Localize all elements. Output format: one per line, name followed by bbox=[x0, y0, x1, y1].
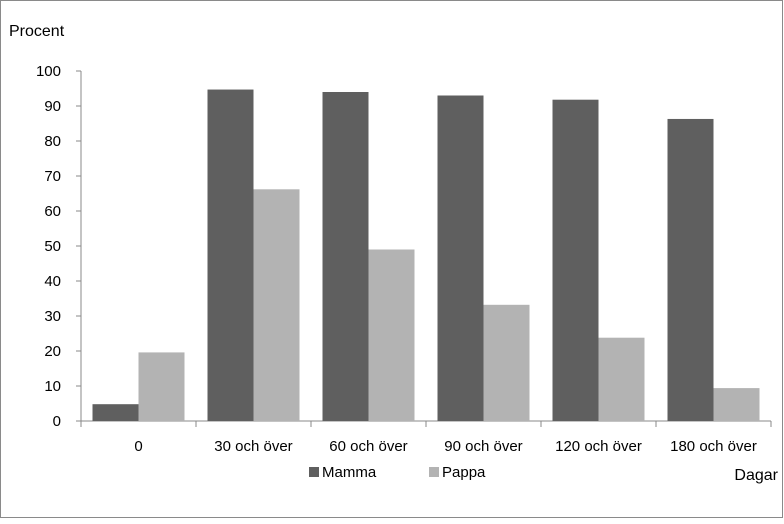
x-tick-label: 120 och över bbox=[555, 438, 642, 455]
bars bbox=[92, 89, 760, 422]
x-tick-label: 30 och över bbox=[214, 438, 292, 455]
bar-mamma-3 bbox=[437, 95, 484, 421]
x-axis: 0 30 och över 60 och över 90 och över 120 oc… bbox=[80, 420, 772, 455]
y-tick-label: 90 bbox=[44, 98, 61, 115]
legend-label-pappa: Pappa bbox=[442, 464, 486, 481]
bar-mamma-4 bbox=[552, 99, 599, 421]
legend-label-mamma: Mamma bbox=[322, 464, 377, 481]
y-tick-label: 40 bbox=[44, 273, 61, 290]
y-tick-label: 70 bbox=[44, 168, 61, 185]
y-axis-title: Procent bbox=[9, 23, 65, 40]
bar-mamma-5 bbox=[667, 118, 714, 421]
y-tick-label: 50 bbox=[44, 238, 61, 255]
y-tick-label: 60 bbox=[44, 203, 61, 220]
y-tick-label: 100 bbox=[36, 63, 61, 80]
bar-mamma-1 bbox=[207, 89, 254, 422]
y-tick-label: 20 bbox=[44, 343, 61, 360]
x-tick-label: 0 bbox=[134, 438, 142, 455]
bar-pappa-0 bbox=[138, 352, 185, 421]
y-tick-label: 0 bbox=[53, 413, 61, 430]
y-tick-label: 30 bbox=[44, 308, 61, 325]
y-tick-label: 10 bbox=[44, 378, 61, 395]
bar-pappa-5 bbox=[713, 388, 760, 421]
legend-swatch-pappa bbox=[429, 467, 439, 477]
bar-pappa-2 bbox=[368, 249, 415, 421]
x-tick-label: 180 och över bbox=[670, 438, 757, 455]
legend-swatch-mamma bbox=[309, 467, 319, 477]
x-tick-label: 90 och över bbox=[444, 438, 522, 455]
x-tick-label: 60 och över bbox=[329, 438, 407, 455]
y-tick-label: 80 bbox=[44, 133, 61, 150]
bar-mamma-2 bbox=[322, 92, 369, 421]
bar-pappa-4 bbox=[598, 337, 645, 421]
bar-pappa-3 bbox=[483, 304, 530, 421]
y-axis: 0 10 20 30 40 50 60 70 80 90 100 bbox=[36, 63, 82, 430]
bar-pappa-1 bbox=[253, 189, 300, 421]
bar-mamma-0 bbox=[92, 404, 139, 421]
x-axis-title: Dagar bbox=[734, 467, 778, 484]
legend: Mamma Pappa bbox=[309, 464, 486, 481]
